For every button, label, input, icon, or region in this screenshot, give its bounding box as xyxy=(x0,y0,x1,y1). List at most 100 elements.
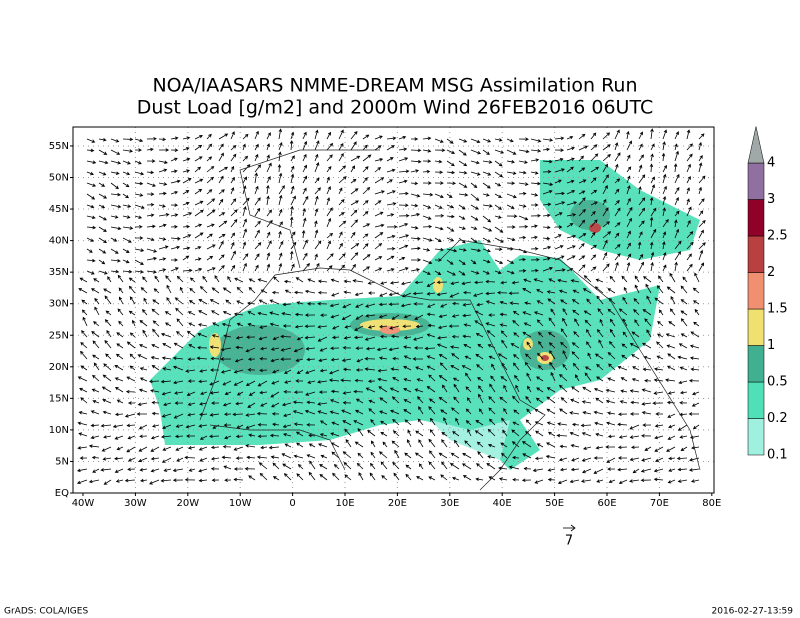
wind-arrow xyxy=(534,479,544,484)
wind-arrow xyxy=(614,142,619,151)
wind-arrow xyxy=(206,189,213,195)
wind-arrow xyxy=(646,329,652,338)
wind-arrow xyxy=(194,267,203,272)
wind-arrow xyxy=(453,383,460,393)
wind-arrow xyxy=(179,286,184,294)
wind-arrow xyxy=(626,197,631,206)
wind-arrow xyxy=(638,231,643,239)
wind-arrow xyxy=(390,367,400,371)
wind-arrow xyxy=(626,130,630,140)
wind-arrow xyxy=(590,244,597,250)
wind-arrow xyxy=(477,343,484,349)
wind-arrow xyxy=(233,477,244,482)
wind-arrow xyxy=(358,472,364,481)
wind-arrow xyxy=(176,330,184,338)
wind-arrow xyxy=(593,456,603,460)
wind-arrow xyxy=(110,160,122,165)
wind-arrow xyxy=(318,390,328,394)
wind-arrow xyxy=(122,137,134,142)
wind-arrow xyxy=(450,345,460,349)
wind-arrow xyxy=(86,148,95,153)
colorbar-label: 0.5 xyxy=(767,375,788,390)
wind-arrow xyxy=(378,356,388,360)
wind-arrow xyxy=(422,224,433,229)
colorbar: 0.10.20.511.522.534 xyxy=(747,126,788,463)
wind-arrow xyxy=(494,204,502,210)
wind-arrow xyxy=(549,350,556,360)
wind-arrow xyxy=(245,347,256,353)
wind-arrow xyxy=(368,408,376,415)
wind-arrow xyxy=(530,181,541,186)
wind-arrow xyxy=(638,164,643,173)
wind-arrow xyxy=(257,380,268,387)
wind-arrow xyxy=(650,261,654,272)
wind-arrow xyxy=(126,446,136,453)
wind-arrow xyxy=(206,176,214,184)
wind-arrow xyxy=(151,400,160,405)
wind-arrow xyxy=(677,467,688,472)
wind-arrow xyxy=(508,465,520,470)
wind-arrow xyxy=(666,446,676,452)
wind-arrow xyxy=(116,332,124,338)
wind-arrow xyxy=(320,454,328,459)
wind-arrow xyxy=(293,454,304,459)
wind-arrow xyxy=(638,197,646,206)
wind-arrow xyxy=(602,207,609,217)
wind-arrow xyxy=(562,308,568,316)
wind-arrow xyxy=(596,479,604,483)
wind-arrow xyxy=(415,430,424,437)
wind-arrow xyxy=(194,156,203,162)
wind-arrow xyxy=(526,372,532,382)
wind-arrow xyxy=(530,247,539,251)
wind-arrow xyxy=(488,476,496,481)
wind-arrow xyxy=(342,367,352,372)
wind-arrow xyxy=(206,255,214,261)
wind-arrow xyxy=(559,408,568,415)
wind-arrow xyxy=(557,422,568,426)
wind-arrow xyxy=(441,439,448,448)
wind-arrow xyxy=(686,219,691,228)
wind-arrow xyxy=(338,198,345,206)
wind-arrow xyxy=(350,155,361,162)
wind-arrow xyxy=(341,358,352,362)
wind-arrow xyxy=(439,362,448,371)
wind-arrow xyxy=(410,212,421,217)
wind-arrow xyxy=(645,283,652,294)
wind-arrow xyxy=(518,149,530,154)
wind-arrow xyxy=(182,201,190,206)
wind-arrow xyxy=(542,213,551,218)
wind-arrow xyxy=(266,252,271,261)
wind-arrow xyxy=(103,288,112,294)
wind-arrow xyxy=(182,268,193,273)
wind-arrow xyxy=(506,159,515,164)
wind-arrow xyxy=(566,213,577,217)
wind-arrow xyxy=(160,478,172,483)
wind-arrow xyxy=(570,444,580,448)
lon-label: 10W xyxy=(229,498,252,509)
wind-arrow xyxy=(662,129,668,140)
colorbar-box xyxy=(747,235,765,273)
wind-arrow xyxy=(170,169,178,174)
wind-arrow xyxy=(596,376,604,382)
lat-label: 15N xyxy=(49,393,69,404)
wind-arrow xyxy=(506,171,517,175)
wind-arrow xyxy=(355,368,363,372)
lon-label: 80E xyxy=(702,498,721,509)
wind-arrow xyxy=(206,223,215,228)
wind-arrow xyxy=(271,412,280,416)
wind-arrow xyxy=(602,185,608,195)
wind-arrow xyxy=(210,467,220,471)
wind-arrow xyxy=(446,204,455,209)
wind-arrow xyxy=(86,215,96,220)
wind-arrow xyxy=(688,468,700,472)
wind-arrow xyxy=(318,443,328,448)
wind-arrow xyxy=(462,313,472,318)
wind-arrow xyxy=(230,145,237,151)
wind-arrow xyxy=(470,138,481,144)
wind-arrow xyxy=(182,224,191,229)
wind-arrow xyxy=(188,322,196,327)
wind-arrow xyxy=(698,198,705,206)
wind-arrow xyxy=(578,167,586,173)
wind-arrow xyxy=(294,290,304,295)
wind-arrow xyxy=(578,197,586,206)
